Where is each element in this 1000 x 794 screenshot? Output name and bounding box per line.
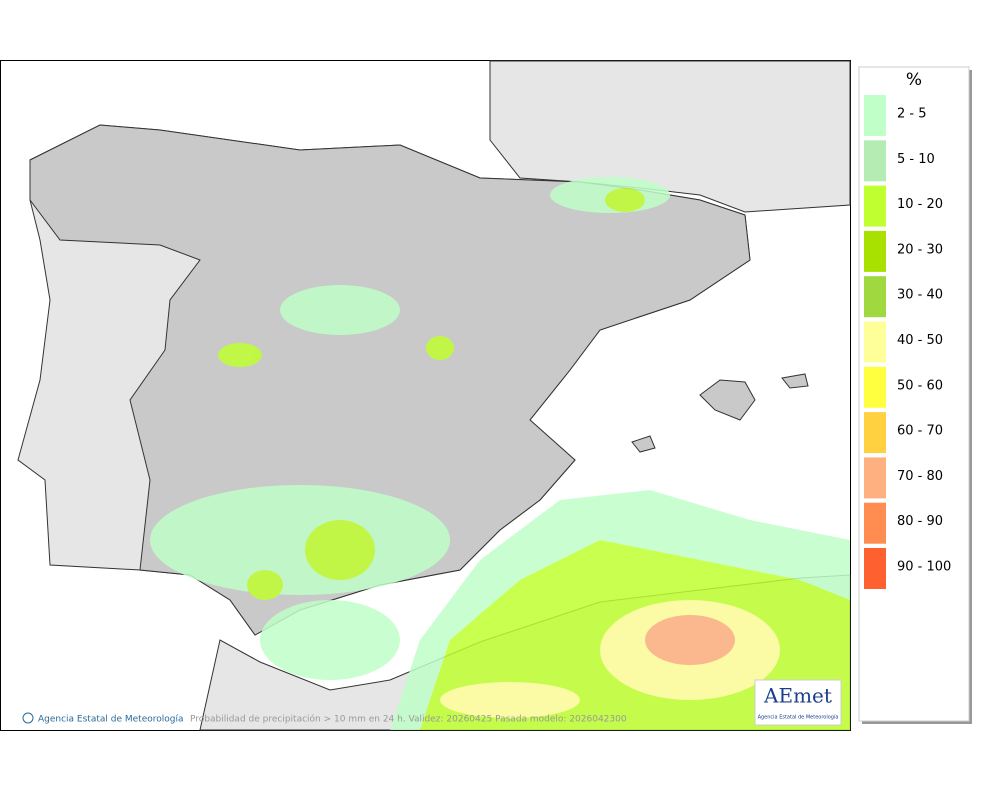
precip-area — [305, 520, 375, 580]
legend-label: 30 - 40 — [897, 288, 943, 303]
footer: Agencia Estatal de Meteorología Probabil… — [22, 712, 627, 725]
legend-label: 10 - 20 — [897, 197, 943, 212]
footer-caption: Probabilidad de precipitación > 10 mm en… — [190, 714, 627, 725]
precip-area — [440, 682, 580, 718]
legend-label: 90 - 100 — [897, 560, 951, 575]
logo-box — [754, 679, 842, 726]
legend-swatch — [864, 276, 886, 318]
mallorca — [699, 379, 756, 421]
legend-swatch — [864, 321, 886, 363]
legend-swatch — [864, 366, 886, 408]
logo-text: AEmet — [763, 684, 832, 708]
legend-swatch — [864, 548, 886, 589]
precip-area — [260, 600, 400, 680]
precip-area — [426, 336, 454, 360]
logo-subtitle: Agencia Estatal de Meteorología — [758, 714, 839, 721]
precip-area — [280, 285, 400, 335]
legend-swatch — [864, 502, 886, 544]
legend-label: 20 - 30 — [897, 242, 943, 257]
logo: AEmet Agencia Estatal de Meteorología — [754, 679, 842, 726]
menorca — [781, 373, 809, 389]
legend-swatch — [864, 140, 886, 182]
legend-label: 60 - 70 — [897, 424, 943, 439]
precip-area — [247, 570, 283, 600]
legend-title: % — [906, 70, 922, 90]
legend-label: 50 - 60 — [897, 378, 943, 393]
legend-label: 80 - 90 — [897, 514, 943, 529]
legend-swatch — [864, 412, 886, 454]
ibiza — [631, 435, 656, 453]
precip-area — [218, 343, 262, 367]
legend-label: 5 - 10 — [897, 152, 935, 167]
legend-label: 70 - 80 — [897, 469, 943, 484]
copyright-icon — [22, 712, 34, 724]
precip-area — [645, 615, 735, 665]
precip-areas — [150, 177, 850, 730]
legend-swatch — [864, 230, 886, 272]
precip-area — [605, 188, 645, 212]
legend-label: 2 - 5 — [897, 107, 927, 122]
france — [489, 60, 851, 213]
legend-swatch — [864, 185, 886, 227]
legend-label: 40 - 50 — [897, 333, 943, 348]
legend-swatch — [864, 457, 886, 499]
legend: % 2 - 5 5 - 10 10 - 20 20 - 30 30 - 40 40 - 5… — [858, 66, 972, 724]
legend-swatch — [864, 95, 886, 136]
precip-area — [150, 485, 450, 595]
footer-agency: Agencia Estatal de Meteorología — [38, 715, 184, 725]
